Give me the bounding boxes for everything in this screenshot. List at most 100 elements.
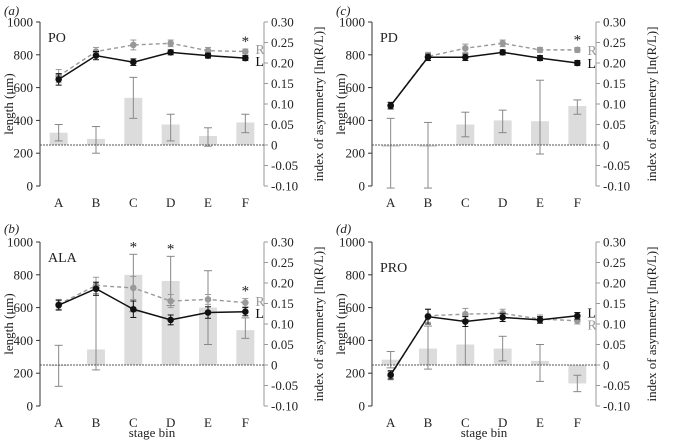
y2-tick-label: 0.30 [271, 235, 294, 250]
series-line-R [390, 42, 578, 107]
x-tick-label: E [204, 415, 212, 430]
y2-tick-label: -0.05 [271, 378, 298, 393]
panel-title-po: PO [48, 31, 66, 46]
series-end-label-R: R [587, 44, 597, 59]
series-end-label-L: L [587, 57, 596, 72]
series-line-R [58, 284, 246, 305]
series-line-L [390, 315, 578, 376]
y2-tick-label: 0.25 [603, 35, 626, 50]
significance-star: * [574, 32, 582, 48]
y2-tick-label: 0.05 [271, 117, 294, 132]
series-end-label-R: R [587, 318, 597, 333]
x-tick-label: C [129, 195, 138, 210]
x-tick-label: E [204, 195, 212, 210]
data-point-L [204, 309, 212, 316]
data-point-L [536, 316, 544, 324]
x-tick-label: D [498, 195, 507, 210]
data-point-L [424, 313, 432, 320]
data-point-L [167, 316, 174, 324]
series-line-R [58, 42, 246, 77]
series-end-label-L: L [587, 306, 596, 321]
y2-tick-label: 0.15 [271, 76, 294, 91]
y-tick-label: 200 [346, 146, 366, 161]
y2-tick-label: 0.15 [271, 296, 294, 311]
data-point-L [536, 54, 544, 62]
data-point-L [462, 318, 469, 325]
data-point-R [130, 284, 137, 292]
panel-title-pro: PRO [380, 261, 407, 276]
y2-tick-label: 0.15 [603, 296, 626, 311]
data-point-R [499, 40, 506, 47]
data-point-L [242, 308, 249, 316]
data-point-L [55, 76, 62, 83]
data-point-R [462, 310, 469, 318]
y-tick-label: 1000 [7, 15, 33, 30]
data-point-R [242, 299, 249, 306]
x-tick-label: F [574, 415, 581, 430]
panel-c: (c) PD length (μm) index of asymmetry [l… [333, 3, 659, 210]
y2-tick-label: -0.10 [603, 399, 630, 414]
y2-tick-label: 0.30 [603, 15, 626, 30]
data-point-R [204, 296, 212, 303]
y-axis-label-left: length (μm) [333, 293, 348, 354]
data-point-L [242, 54, 249, 62]
y-axis-label-right: index of asymmetry [ln(R/L)] [311, 27, 326, 182]
x-tick-label: A [386, 415, 396, 430]
y-tick-label: 600 [346, 80, 366, 95]
y-tick-label: 600 [14, 300, 34, 315]
x-tick-label: A [386, 195, 396, 210]
x-tick-label: B [92, 195, 101, 210]
significance-star: * [167, 241, 175, 257]
y-axis-label-left: length (μm) [333, 73, 348, 134]
y-tick-label: 1000 [339, 235, 365, 250]
significance-star: * [130, 239, 138, 255]
panel-label-a: (a) [4, 3, 19, 18]
y-axis-label-right: index of asymmetry [ln(R/L)] [644, 247, 659, 402]
y-tick-label: 400 [14, 113, 34, 128]
panel-label-c: (c) [336, 3, 350, 18]
x-tick-label: D [498, 415, 507, 430]
data-point-L [387, 102, 394, 109]
data-point-R [167, 297, 174, 305]
y2-tick-label: 0.10 [271, 97, 294, 112]
x-tick-label: E [536, 415, 544, 430]
y2-tick-label: 0 [271, 358, 278, 373]
panel-label-d: (d) [336, 221, 351, 236]
x-tick-label: B [424, 415, 433, 430]
data-point-R [204, 47, 212, 54]
y2-tick-label: 0.25 [603, 255, 626, 270]
panel-label-b: (b) [4, 221, 19, 236]
y2-tick-label: 0.20 [271, 56, 294, 71]
x-tick-label: B [424, 195, 433, 210]
y-tick-label: 1000 [7, 235, 33, 250]
series-line-L [58, 51, 246, 81]
data-point-L [499, 314, 506, 321]
x-tick-label: C [129, 415, 138, 430]
y-tick-label: 0 [359, 179, 366, 194]
x-axis-label: stage bin [129, 425, 176, 440]
data-point-L [167, 49, 174, 56]
y-tick-label: 400 [346, 113, 366, 128]
x-tick-label: F [574, 195, 581, 210]
x-tick-label: C [461, 195, 470, 210]
y2-tick-label: 0.10 [603, 317, 626, 332]
y2-tick-label: 0.25 [271, 35, 294, 50]
x-tick-label: F [242, 415, 249, 430]
y2-tick-label: 0.05 [603, 117, 626, 132]
panel-b: (b) ALA length (μm) index of asymmetry [… [1, 221, 326, 440]
series-line-L [58, 287, 246, 321]
y2-tick-label: -0.10 [271, 179, 298, 194]
y2-tick-label: -0.05 [271, 158, 298, 173]
y-axis-label-right: index of asymmetry [ln(R/L)] [644, 27, 659, 182]
panel-title-pd: PD [380, 31, 398, 46]
y2-tick-label: 0.05 [271, 337, 294, 352]
data-point-R [462, 44, 469, 52]
y-tick-label: 600 [346, 300, 366, 315]
y2-tick-label: 0.10 [603, 97, 626, 112]
data-point-L [130, 58, 137, 66]
data-point-R [574, 46, 581, 54]
data-point-L [387, 371, 394, 379]
y-tick-label: 400 [14, 333, 34, 348]
data-point-R [130, 41, 137, 49]
y2-tick-label: 0.30 [603, 235, 626, 250]
